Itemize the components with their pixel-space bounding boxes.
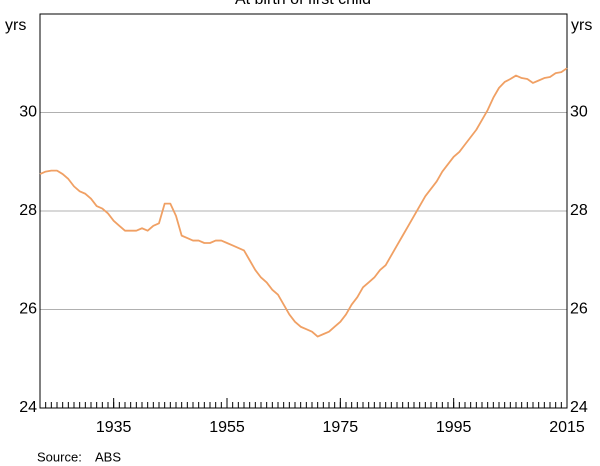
- y2-axis-label: yrs: [571, 17, 592, 34]
- source-label: Source:: [37, 449, 82, 464]
- x-tick-label: 2015: [549, 419, 585, 436]
- y2-tick-label: 30: [570, 104, 588, 121]
- y2-tick-label: 26: [570, 301, 588, 318]
- x-tick-label: 1975: [323, 419, 359, 436]
- plot-frame: [39, 13, 568, 409]
- x-tick-label: 1955: [209, 419, 245, 436]
- y-tick-label: 28: [19, 202, 37, 219]
- y-tick-label: 26: [19, 301, 37, 318]
- y2-tick-label: 28: [570, 202, 588, 219]
- source-text: ABS: [95, 449, 121, 464]
- y2-tick-label: 24: [570, 399, 588, 416]
- y-tick-label: 24: [19, 399, 37, 416]
- x-tick-label: 1935: [96, 419, 132, 436]
- chart-title: At birth of first child: [235, 0, 371, 8]
- data-line: [39, 67, 568, 338]
- y-axis-label: yrs: [5, 17, 26, 34]
- x-tick-label: 1995: [436, 419, 472, 436]
- y-tick-label: 30: [19, 104, 37, 121]
